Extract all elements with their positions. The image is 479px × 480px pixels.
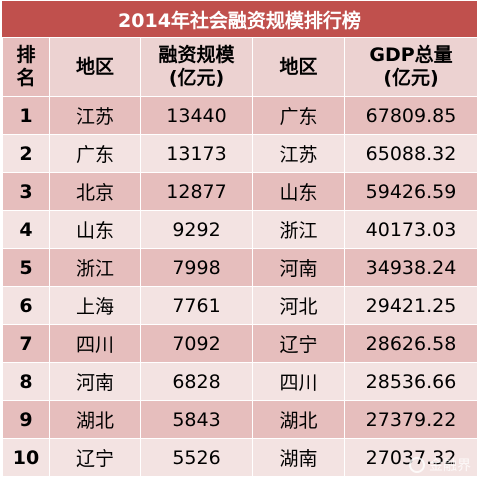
- rank-cell: 9: [2, 400, 50, 439]
- region-2-cell: 广东: [252, 96, 345, 135]
- table-row: 3 北京 12877 山东 59426.59: [2, 172, 478, 211]
- table-row: 5 浙江 7998 河南 34938.24: [2, 248, 478, 287]
- region-2-cell: 湖北: [252, 400, 345, 439]
- financing-cell: 9292: [140, 210, 253, 249]
- rank-cell: 7: [2, 324, 50, 363]
- region-1-cell: 广东: [49, 134, 141, 173]
- rank-cell: 2: [2, 134, 50, 173]
- financing-cell: 7092: [140, 324, 253, 363]
- region-2-cell: 河北: [252, 286, 345, 325]
- header-rank: 排名: [2, 37, 50, 97]
- financing-cell: 12877: [140, 172, 253, 211]
- gdp-cell: 59426.59: [344, 172, 478, 211]
- table-row: 4 山东 9292 浙江 40173.03: [2, 210, 478, 249]
- region-1-cell: 上海: [49, 286, 141, 325]
- table-row: 9 湖北 5843 湖北 27379.22: [2, 400, 478, 439]
- financing-cell: 7998: [140, 248, 253, 287]
- table-row: 1 江苏 13440 广东 67809.85: [2, 96, 478, 135]
- financing-cell: 13173: [140, 134, 253, 173]
- header-region-2: 地区: [252, 37, 345, 97]
- table-row: 7 四川 7092 辽宁 28626.58: [2, 324, 478, 363]
- region-2-cell: 辽宁: [252, 324, 345, 363]
- rank-cell: 3: [2, 172, 50, 211]
- table-row: 8 河南 6828 四川 28536.66: [2, 362, 478, 401]
- rank-cell: 1: [2, 96, 50, 135]
- region-2-cell: 湖南: [252, 438, 345, 477]
- financing-cell: 13440: [140, 96, 253, 135]
- region-1-cell: 江苏: [49, 96, 141, 135]
- region-1-cell: 辽宁: [49, 438, 141, 477]
- gdp-cell: 27379.22: [344, 400, 478, 439]
- watermark-logo-icon: [409, 457, 425, 473]
- table-title: 2014年社会融资规模排行榜: [2, 1, 477, 37]
- watermark-text: 金融界: [429, 458, 471, 474]
- rank-cell: 4: [2, 210, 50, 249]
- region-1-cell: 河南: [49, 362, 141, 401]
- header-gdp: GDP总量 (亿元): [344, 37, 478, 97]
- financing-cell: 7761: [140, 286, 253, 325]
- table-row: 6 上海 7761 河北 29421.25: [2, 286, 478, 325]
- gdp-cell: 67809.85: [344, 96, 478, 135]
- header-row: 排名 地区 融资规模 (亿元) 地区 GDP总量 (亿元): [2, 37, 478, 97]
- region-1-cell: 湖北: [49, 400, 141, 439]
- watermark: 金融界: [409, 455, 471, 475]
- gdp-cell: 29421.25: [344, 286, 478, 325]
- gdp-cell: 28626.58: [344, 324, 478, 363]
- region-2-cell: 山东: [252, 172, 345, 211]
- header-financing: 融资规模 (亿元): [140, 37, 253, 97]
- region-1-cell: 北京: [49, 172, 141, 211]
- region-2-cell: 浙江: [252, 210, 345, 249]
- region-2-cell: 四川: [252, 362, 345, 401]
- region-2-cell: 河南: [252, 248, 345, 287]
- region-1-cell: 山东: [49, 210, 141, 249]
- financing-cell: 5843: [140, 400, 253, 439]
- financing-cell: 5526: [140, 438, 253, 477]
- table-row: 2 广东 13173 江苏 65088.32: [2, 134, 478, 173]
- table-row: 10 辽宁 5526 湖南 27037.32: [2, 438, 478, 477]
- region-1-cell: 浙江: [49, 248, 141, 287]
- gdp-cell: 34938.24: [344, 248, 478, 287]
- region-2-cell: 江苏: [252, 134, 345, 173]
- gdp-cell: 28536.66: [344, 362, 478, 401]
- gdp-cell: 65088.32: [344, 134, 478, 173]
- gdp-cell: 40173.03: [344, 210, 478, 249]
- rank-cell: 8: [2, 362, 50, 401]
- financing-cell: 6828: [140, 362, 253, 401]
- ranking-table: 排名 地区 融资规模 (亿元) 地区 GDP总量 (亿元) 1 江苏 13440 广东 67…: [2, 37, 478, 477]
- rank-cell: 6: [2, 286, 50, 325]
- rank-cell: 5: [2, 248, 50, 287]
- header-region-1: 地区: [49, 37, 141, 97]
- region-1-cell: 四川: [49, 324, 141, 363]
- rank-cell: 10: [2, 438, 50, 477]
